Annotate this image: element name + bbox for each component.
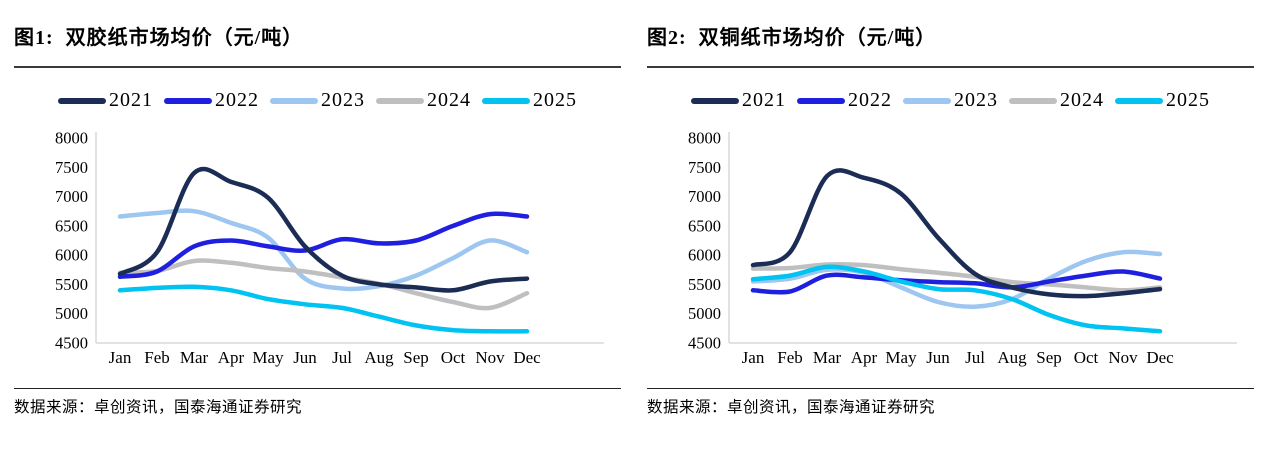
y-axis-tick-7500: 7500 — [55, 158, 88, 177]
legend-label-2021: 2021 — [742, 89, 786, 111]
figure-2-data-source: 数据来源：卓创资讯，国泰海通证券研究 — [647, 388, 1254, 417]
x-axis-label-Aug: Aug — [364, 348, 394, 367]
legend-label-2025: 2025 — [533, 89, 577, 111]
x-axis-label-Jun: Jun — [293, 348, 317, 367]
legend-label-2025: 2025 — [1166, 89, 1210, 111]
legend-swatch-2024 — [376, 97, 424, 104]
x-axis-label-Jul: Jul — [965, 348, 985, 367]
legend-swatch-2021 — [691, 97, 739, 104]
legend-item-2024: 2024 — [1009, 89, 1104, 112]
x-axis-label-Nov: Nov — [1108, 348, 1138, 367]
y-axis-tick-6500: 6500 — [55, 216, 88, 235]
legend-swatch-2023 — [270, 97, 318, 104]
x-axis-label-Dec: Dec — [513, 348, 541, 367]
legend-swatch-2022 — [164, 97, 212, 104]
x-axis-label-Oct: Oct — [1074, 348, 1099, 367]
x-axis-label-Jul: Jul — [332, 348, 352, 367]
x-axis-label-Dec: Dec — [1146, 348, 1174, 367]
figure-1-title: 双胶纸市场均价（元/吨） — [65, 27, 304, 49]
legend-item-2021: 2021 — [58, 89, 153, 112]
y-axis-tick-7000: 7000 — [688, 187, 721, 206]
legend-label-2023: 2023 — [954, 89, 998, 111]
y-axis-tick-5000: 5000 — [688, 304, 721, 323]
series-line-2024 — [750, 262, 1163, 293]
x-axis-label-Oct: Oct — [441, 348, 466, 367]
x-axis-label-Apr: Apr — [218, 348, 245, 367]
figure-2-line-chart: 8000 7500 7000 6500 6000 5500 5000 4500 Jan Feb Ma… — [688, 129, 1237, 367]
x-axis-label-Jan: Jan — [742, 348, 765, 367]
report-figures: 图1: 双胶纸市场均价（元/吨） 2021 2022 2023 2024 2025 800… — [14, 0, 1254, 417]
y-axis-tick-5000: 5000 — [55, 304, 88, 323]
figure-1-header: 图1: 双胶纸市场均价（元/吨） — [14, 27, 621, 68]
figure-2: 图2: 双铜纸市场均价（元/吨） 2021 2022 2023 2024 2025 800… — [647, 0, 1254, 417]
series-line-2021 — [750, 168, 1163, 299]
legend-swatch-2025 — [1115, 97, 1163, 104]
series-line-2023 — [117, 208, 530, 292]
series-line-2024 — [117, 258, 530, 311]
legend-swatch-2023 — [903, 97, 951, 104]
x-axis-label-Sep: Sep — [403, 348, 429, 367]
legend-item-2021: 2021 — [691, 89, 786, 112]
y-axis-tick-8000: 8000 — [55, 129, 88, 148]
x-axis-label-Feb: Feb — [144, 348, 170, 367]
legend-swatch-2025 — [482, 97, 530, 104]
series-line-2023 — [750, 249, 1163, 310]
x-axis-label-Mar: Mar — [813, 348, 842, 367]
figure-2-title: 双铜纸市场均价（元/吨） — [698, 27, 937, 49]
y-axis-tick-5500: 5500 — [55, 275, 88, 294]
x-axis-label-Nov: Nov — [475, 348, 505, 367]
figure-1-data-source: 数据来源：卓创资讯，国泰海通证券研究 — [14, 388, 621, 417]
figure-1-legend: 2021 2022 2023 2024 2025 — [14, 89, 621, 112]
x-axis-label-May: May — [885, 348, 917, 367]
figure-2-legend: 2021 2022 2023 2024 2025 — [647, 89, 1254, 112]
y-axis-tick-6000: 6000 — [688, 246, 721, 265]
y-axis-tick-7000: 7000 — [55, 187, 88, 206]
x-axis-label-Aug: Aug — [997, 348, 1027, 367]
figure-1: 图1: 双胶纸市场均价（元/吨） 2021 2022 2023 2024 2025 800… — [14, 0, 621, 417]
legend-label-2021: 2021 — [109, 89, 153, 111]
series-line-2025 — [117, 284, 530, 334]
figure-1-number: 图1: — [14, 27, 54, 49]
x-axis-label-Feb: Feb — [777, 348, 803, 367]
legend-swatch-2024 — [1009, 97, 1057, 104]
legend-label-2022: 2022 — [215, 89, 259, 111]
y-axis-tick-4500: 4500 — [55, 334, 88, 353]
y-axis-tick-5500: 5500 — [688, 275, 721, 294]
x-axis-label-Apr: Apr — [851, 348, 878, 367]
series-line-2021 — [117, 166, 530, 293]
x-axis-label-Sep: Sep — [1036, 348, 1062, 367]
y-axis-tick-6500: 6500 — [688, 216, 721, 235]
legend-item-2024: 2024 — [376, 89, 471, 112]
legend-label-2022: 2022 — [848, 89, 892, 111]
figure-2-number: 图2: — [647, 27, 687, 49]
legend-label-2024: 2024 — [427, 89, 471, 111]
legend-item-2025: 2025 — [1115, 89, 1210, 112]
legend-label-2023: 2023 — [321, 89, 365, 111]
x-axis-label-May: May — [252, 348, 284, 367]
y-axis-tick-6000: 6000 — [55, 246, 88, 265]
legend-swatch-2021 — [58, 97, 106, 104]
x-axis-label-Jan: Jan — [109, 348, 132, 367]
y-axis-tick-8000: 8000 — [688, 129, 721, 148]
legend-item-2025: 2025 — [482, 89, 577, 112]
legend-swatch-2022 — [797, 97, 845, 104]
x-axis-label-Mar: Mar — [180, 348, 209, 367]
series-line-2022 — [117, 211, 530, 280]
series-line-2025 — [750, 264, 1163, 334]
legend-item-2022: 2022 — [164, 89, 259, 112]
figure-2-header: 图2: 双铜纸市场均价（元/吨） — [647, 27, 1254, 68]
series-line-2022 — [750, 269, 1163, 295]
y-axis-tick-7500: 7500 — [688, 158, 721, 177]
figure-1-line-chart: 8000 7500 7000 6500 6000 5500 5000 4500 Jan Feb Ma… — [55, 129, 604, 367]
x-axis-label-Jun: Jun — [926, 348, 950, 367]
y-axis-tick-4500: 4500 — [688, 334, 721, 353]
legend-item-2023: 2023 — [903, 89, 998, 112]
legend-item-2022: 2022 — [797, 89, 892, 112]
legend-label-2024: 2024 — [1060, 89, 1104, 111]
legend-item-2023: 2023 — [270, 89, 365, 112]
